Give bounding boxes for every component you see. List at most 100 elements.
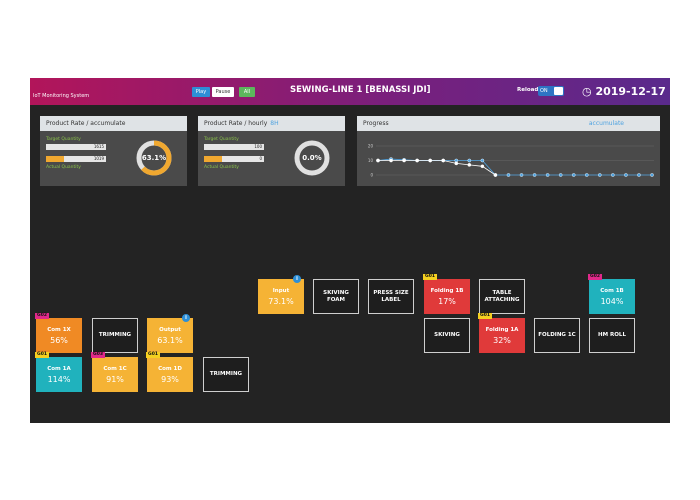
tile-value: 63.1%	[157, 336, 183, 345]
progress-point	[454, 161, 459, 166]
gauge: 0.0%	[294, 140, 330, 176]
progress-point	[545, 173, 550, 177]
gauge-track	[294, 140, 330, 176]
rate-panel: Product Rate / accumulate Target Quantity…	[40, 116, 187, 186]
group-badge: G01	[35, 352, 49, 358]
progress-point	[637, 173, 641, 177]
play-button[interactable]: Play	[192, 87, 210, 97]
progress-point	[598, 173, 602, 177]
progress-line	[378, 160, 496, 176]
station-tile[interactable]: Folding 1B 17% G01	[423, 274, 470, 314]
progress-point	[650, 173, 654, 177]
info-badge: i	[293, 275, 301, 283]
progress-point	[467, 163, 472, 167]
tile-value: 93%	[161, 375, 179, 384]
station-tile[interactable]: HM ROLL	[589, 318, 635, 353]
panel-title-text: Product Rate / hourly	[204, 120, 268, 127]
reload-toggle[interactable]: ON	[538, 86, 564, 96]
group-badge: G01	[478, 313, 492, 319]
all-button[interactable]: All	[239, 87, 255, 97]
system-name: IoT Monitoring System	[33, 93, 90, 99]
tile-label: Com 1B	[600, 288, 624, 294]
header-bar: IoT Monitoring System Play Pause All SEW…	[30, 78, 670, 105]
panel-title: Progress	[357, 116, 660, 131]
actual-bar: 1019	[46, 156, 106, 162]
tile-value: 104%	[600, 297, 624, 306]
tile-label: SKIVING	[434, 332, 460, 338]
tile-label: Com 1A	[47, 366, 71, 372]
target-label: Target Quantity	[204, 137, 239, 142]
target-bar: 1615	[46, 144, 106, 150]
actual-bar: 0	[204, 156, 264, 162]
progress-chart: 0 10 20	[368, 144, 654, 178]
panel-title-text: Product Rate / accumulate	[46, 120, 126, 127]
group-badge: G01	[423, 274, 437, 280]
tile-label: TRIMMING	[98, 332, 132, 338]
station-tile[interactable]: TABLE ATTACHING	[479, 279, 525, 314]
station-tile[interactable]: FOLDING 1C	[534, 318, 580, 353]
progress-point	[624, 173, 628, 177]
tile-label: PRESS SIZE LABEL	[373, 289, 409, 303]
tile-value: 17%	[438, 297, 456, 306]
progress-point	[415, 158, 419, 163]
group-badge: G01	[146, 352, 160, 358]
station-tile[interactable]: SKIVING FOAM	[313, 279, 359, 314]
tile-value: 114%	[47, 375, 71, 384]
progress-point	[584, 173, 589, 177]
progress-point	[376, 158, 380, 163]
tile-label: TRIMMING	[209, 371, 243, 377]
rate-panel: Product Rate / hourly 8H Target Quantity 10…	[198, 116, 345, 186]
gauge-label: 63.1%	[142, 154, 166, 162]
tile-value: 91%	[106, 375, 124, 384]
date-text: 2019-12-17	[595, 85, 666, 98]
progress-point	[558, 173, 563, 177]
station-tile[interactable]: TRIMMING	[92, 318, 138, 353]
gauge-label: 0.0%	[302, 154, 321, 162]
progress-point	[389, 158, 393, 163]
progress-link[interactable]: accumulate	[588, 120, 624, 127]
station-tile[interactable]: Com 1C 91% G03	[91, 352, 138, 392]
tile-label: FOLDING 1C	[538, 332, 576, 338]
panel-title: Product Rate / hourly 8H	[198, 116, 345, 131]
tile-label: Com 1X	[47, 327, 71, 333]
station-tile[interactable]: Com 1B 104% G02	[588, 274, 635, 314]
station-tile[interactable]: Output 63.1% i	[147, 314, 193, 353]
tile-value: 56%	[50, 336, 68, 345]
station-tile[interactable]: Folding 1A 32% G01	[478, 313, 525, 353]
pause-button[interactable]: Pause	[212, 87, 234, 97]
progress-point	[571, 173, 576, 177]
panel-title-suffix: 8H	[270, 120, 279, 127]
line-title: SEWING-LINE 1 [BENASSI JDI]	[290, 85, 431, 95]
dashboard: IoT Monitoring System Play Pause All SEW…	[30, 78, 670, 423]
progress-point	[402, 158, 406, 163]
tile-label: TABLE ATTACHING	[484, 289, 520, 303]
station-tile[interactable]: TRIMMING	[203, 357, 249, 392]
station-tile[interactable]: Com 1A 114% G01	[35, 352, 82, 392]
reload-label: Reload	[517, 87, 539, 93]
actual-label: Actual Quantity	[204, 165, 239, 170]
progress-point	[441, 158, 446, 163]
station-tile[interactable]: Input 73.1% i	[258, 275, 304, 314]
tile-value: 73.1%	[268, 297, 294, 306]
actual-label: Actual Quantity	[46, 165, 81, 170]
progress-point	[611, 173, 615, 177]
station-tile[interactable]: SKIVING	[424, 318, 470, 353]
station-tile[interactable]: Com 1D 93% G01	[146, 352, 193, 392]
progress-point	[467, 158, 472, 163]
station-tile[interactable]: Com 1X 56% G02	[35, 313, 82, 353]
tile-label: Com 1D	[158, 366, 182, 372]
gauge-arc	[136, 140, 172, 176]
station-tile[interactable]: PRESS SIZE LABEL	[368, 279, 414, 314]
progress-panel: Progress accumulate 0 10 20	[357, 116, 660, 186]
progress-point	[506, 173, 511, 177]
target-bar: 100	[204, 144, 264, 150]
tile-label: Com 1C	[103, 366, 127, 372]
tile-label: Folding 1A	[485, 327, 519, 333]
progress-point	[480, 158, 485, 163]
tile-label: Folding 1B	[430, 288, 464, 294]
tile-value: 32%	[493, 336, 511, 345]
group-badge: G02	[35, 313, 49, 319]
y-tick-label: 10	[368, 158, 374, 163]
tile-label: SKIVING FOAM	[323, 289, 349, 303]
